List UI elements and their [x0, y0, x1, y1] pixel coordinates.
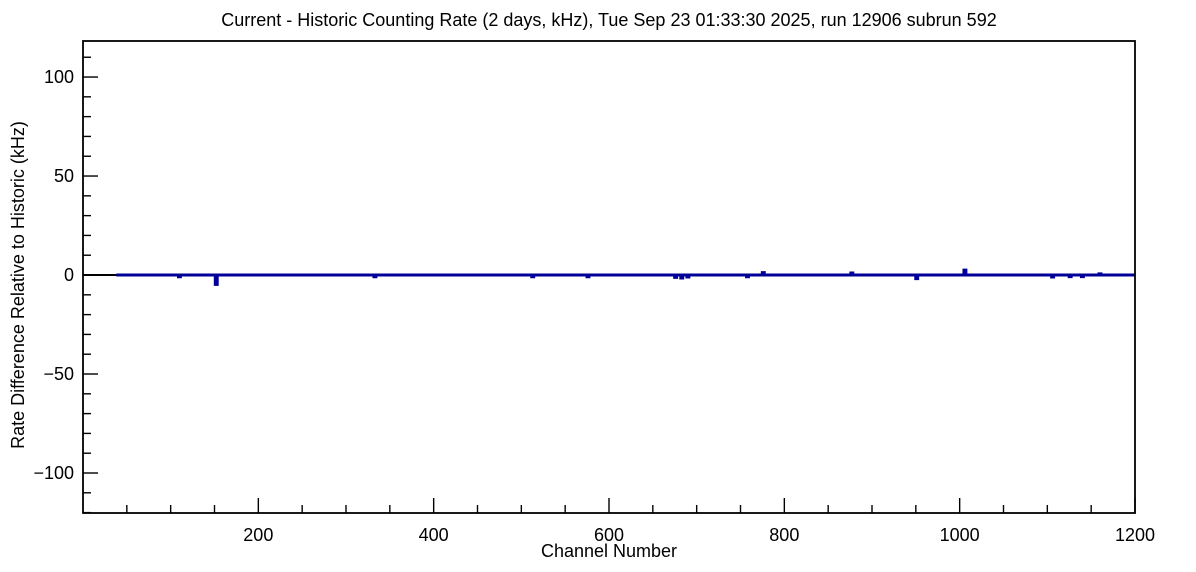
x-tick-label: 1000	[940, 525, 980, 545]
y-tick-label: −50	[43, 364, 74, 384]
x-tick-label: 200	[243, 525, 273, 545]
x-tick-label: 800	[769, 525, 799, 545]
y-tick-label: 100	[44, 67, 74, 87]
y-tick-label: 50	[54, 166, 74, 186]
chart-title: Current - Historic Counting Rate (2 days…	[221, 10, 996, 30]
x-tick-label: 600	[594, 525, 624, 545]
frame-rect	[82, 40, 1136, 514]
data-series	[116, 268, 1135, 286]
axis-tick-labels: 200 400 600 800 1000 1200 100 50 0 −50 −100	[33, 67, 1155, 545]
y-tick-label: −100	[33, 463, 74, 483]
axis-ticks	[83, 56, 1136, 514]
x-tick-label: 1200	[1115, 525, 1155, 545]
y-tick-label: 0	[64, 265, 74, 285]
y-axis-title: Rate Difference Relative to Historic (kH…	[8, 121, 28, 449]
rate-difference-line	[116, 268, 1135, 286]
x-tick-label: 400	[419, 525, 449, 545]
x-axis-title: Channel Number	[541, 541, 677, 561]
plot-frame	[82, 40, 1136, 514]
